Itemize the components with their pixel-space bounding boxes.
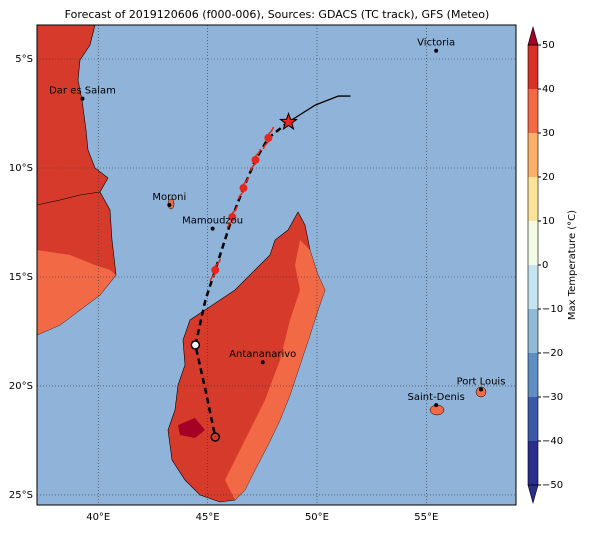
- storm-symbol: [239, 184, 248, 193]
- track-past: [288, 95, 351, 123]
- city-dot: [434, 403, 439, 408]
- mauritius: [475, 386, 487, 398]
- colorbar-tick-label: −20: [542, 348, 563, 359]
- colorbar-band: [528, 133, 538, 177]
- storm-arm: [209, 258, 221, 282]
- city-label: Victoria: [417, 38, 455, 49]
- land-hot: [178, 418, 205, 438]
- x-tick-label: 55°E: [414, 512, 438, 523]
- track-point: [190, 340, 201, 350]
- x-tick-label: 40°E: [86, 512, 110, 523]
- colorbar-band: [528, 89, 538, 133]
- city-label: Antananarivo: [229, 349, 296, 360]
- city-dot: [210, 226, 215, 231]
- city-dot: [479, 387, 484, 392]
- current-position: [278, 112, 298, 131]
- map-frame: [36, 24, 517, 506]
- storm-symbol: [211, 266, 220, 275]
- track-point: [210, 432, 221, 442]
- y-tick-label: 5°S: [15, 54, 33, 65]
- land-warm: [225, 240, 325, 500]
- colorbar-band: [528, 309, 538, 353]
- storm-arm: [249, 148, 262, 172]
- colorbar-tick-label: 10: [542, 216, 555, 227]
- city-label: Dar es Salam: [49, 86, 116, 97]
- storm-arm: [237, 176, 250, 200]
- x-tick-label: 50°E: [305, 512, 329, 523]
- colorbar-tick-label: −30: [542, 392, 563, 403]
- track-forecast: [194, 121, 290, 438]
- colorbar-extend: [527, 25, 539, 46]
- y-tick-label: 25°S: [9, 490, 33, 501]
- city-label: Port Louis: [457, 376, 506, 387]
- colorbar-band: [528, 265, 538, 309]
- colorbar-band: [528, 353, 538, 397]
- colorbar-tick-label: 50: [542, 40, 555, 51]
- storm-arm: [262, 126, 275, 150]
- y-tick-label: 10°S: [9, 163, 33, 174]
- colorbar-tick-label: 40: [542, 84, 555, 95]
- title: Forecast of 2019120606 (f000-006), Sourc…: [65, 8, 490, 21]
- city-dot: [167, 203, 172, 208]
- storm-arm: [226, 205, 239, 229]
- city-label: Saint-Denis: [408, 392, 465, 403]
- colorbar-band: [528, 45, 538, 89]
- colorbar-tick-label: 0: [542, 260, 548, 271]
- colorbar-band: [528, 177, 538, 221]
- colorbar-label: Max Temperature (°C): [567, 210, 578, 320]
- colorbar-extend: [527, 484, 539, 505]
- colorbar-band: [528, 221, 538, 265]
- city-dot: [80, 96, 85, 101]
- city-dot: [434, 48, 439, 53]
- land-warm: [37, 250, 116, 335]
- colorbar-tick-label: 30: [542, 128, 555, 139]
- city-label: Mamoudzou: [182, 216, 243, 227]
- y-tick-label: 20°S: [9, 381, 33, 392]
- storm-symbol: [251, 155, 260, 164]
- city-label: Moroni: [152, 192, 186, 203]
- colorbar-tick-label: −40: [542, 436, 563, 447]
- border: [36, 191, 101, 206]
- x-tick-label: 45°E: [196, 512, 220, 523]
- city-dot: [260, 360, 265, 365]
- colorbar-tick-label: 20: [542, 172, 555, 183]
- storm-symbol: [264, 133, 273, 142]
- colorbar-tick-label: −10: [542, 304, 563, 315]
- colorbar-band: [528, 441, 538, 485]
- colorbar-band: [528, 397, 538, 441]
- y-tick-label: 15°S: [9, 272, 33, 283]
- map: [36, 24, 516, 505]
- colorbar-tick-label: −50: [542, 480, 563, 491]
- storm-symbol: [228, 213, 237, 222]
